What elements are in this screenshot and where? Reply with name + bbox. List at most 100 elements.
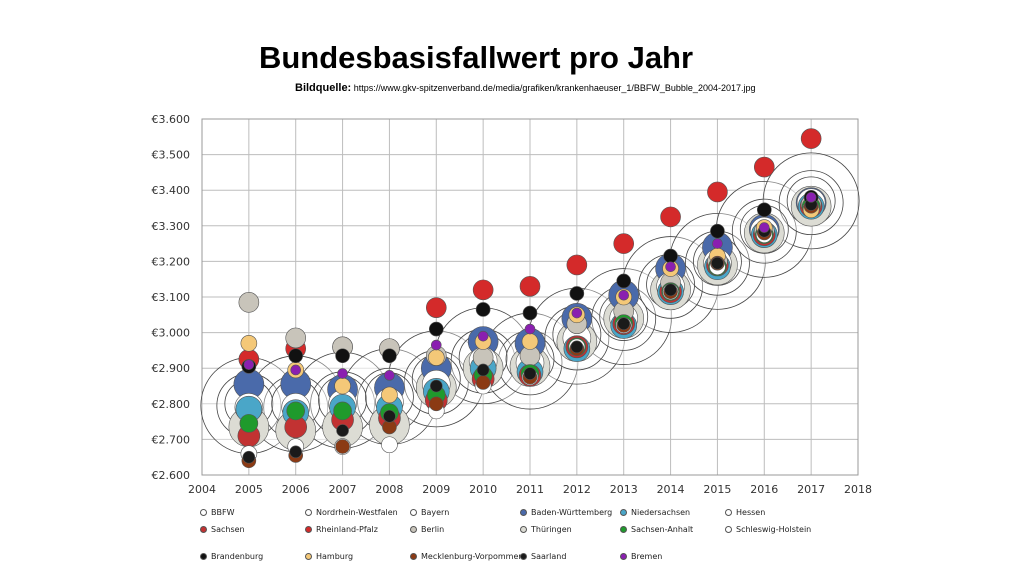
bubble-saarland xyxy=(383,409,396,423)
legend-label: BBFW xyxy=(211,508,235,517)
y-tick-label: €2.900 xyxy=(152,362,191,375)
bubble-chart: 2004 2005 2006 2007 2008 2009 2010 2011 2012 2013… xyxy=(152,113,873,496)
legend-label: Berlin xyxy=(421,525,445,534)
legend-item: Hessen xyxy=(725,508,765,517)
bubble-rheinland-pfalz xyxy=(613,233,635,254)
bubble-brandenburg xyxy=(475,302,491,317)
y-tick-label: €2.800 xyxy=(152,398,191,411)
x-tick-label: 2008 xyxy=(375,483,403,496)
bubble-sachsen-anhalt xyxy=(286,401,306,421)
bubble-brandenburg xyxy=(382,348,397,364)
bubble-mecklenburg-vorpommern xyxy=(335,439,350,454)
bubble-saarland xyxy=(289,445,303,459)
legend-swatch xyxy=(725,526,732,533)
legend-item: Schleswig-Holstein xyxy=(725,525,811,534)
x-tick-label: 2015 xyxy=(703,483,731,496)
y-tick-label: €2.600 xyxy=(152,469,191,482)
bubble-rheinland-pfalz xyxy=(753,156,775,178)
legend-item: BBFW xyxy=(200,508,235,517)
bubble-brandenburg xyxy=(663,248,678,264)
bubble-mecklenburg-vorpommern xyxy=(475,375,491,390)
bubble-brandenburg xyxy=(616,273,632,289)
y-tick-label: €3.300 xyxy=(152,220,191,233)
bubble-bremen xyxy=(430,339,442,351)
bubble-sachsen-anhalt xyxy=(333,401,352,421)
bubble-bremen xyxy=(384,370,395,381)
legend-swatch xyxy=(620,553,627,560)
chart-title: Bundesbasisfallwert pro Jahr xyxy=(258,40,694,75)
bubble-bremen xyxy=(290,364,302,376)
legend-label: Thüringen xyxy=(531,525,572,534)
x-tick-label: 2012 xyxy=(563,483,591,496)
legend-swatch xyxy=(520,553,527,560)
legend-item: Nordrhein-Westfalen xyxy=(305,508,398,517)
legend-swatch xyxy=(620,509,627,516)
legend-swatch xyxy=(200,526,207,533)
bubble-bremen xyxy=(618,289,630,301)
bubble-saarland xyxy=(242,450,256,464)
legend-label: Schleswig-Holstein xyxy=(736,525,812,534)
legend-swatch xyxy=(305,526,312,533)
legend-item: Bremen xyxy=(620,552,662,561)
bubble-brandenburg xyxy=(710,223,725,239)
legend-item: Hamburg xyxy=(305,552,353,561)
legend-label: Hamburg xyxy=(316,552,354,561)
legend-swatch xyxy=(410,509,417,516)
x-tick-label: 2018 xyxy=(844,483,872,496)
bubble-schleswig-holstein xyxy=(381,436,398,454)
legend-item: Sachsen xyxy=(200,525,245,534)
x-tick-label: 2007 xyxy=(329,483,357,496)
image-source: Bildquelle: https://www.gkv-spitzenverba… xyxy=(295,82,756,94)
bubble-brandenburg xyxy=(522,305,538,321)
y-tick-label: €3.200 xyxy=(152,255,191,268)
bubble-hamburg xyxy=(240,334,258,352)
bubble-bremen xyxy=(805,192,817,203)
x-tick-label: 2006 xyxy=(282,483,310,496)
legend-item: Saarland xyxy=(520,552,566,561)
bubble-hamburg xyxy=(521,333,539,350)
plot-border xyxy=(201,118,859,476)
bubble-rheinland-pfalz xyxy=(566,254,588,276)
bubble-bremen xyxy=(524,323,536,335)
bubble-bremen xyxy=(243,359,255,370)
legend-swatch xyxy=(305,553,312,560)
x-tick-label: 2010 xyxy=(469,483,497,496)
bubble-brandenburg xyxy=(288,348,304,364)
bubble-sachsen-anhalt xyxy=(239,414,259,433)
x-tick-label: 2017 xyxy=(797,483,825,496)
legend-label: Saarland xyxy=(531,552,567,561)
legend-item: Rheinland-Pfalz xyxy=(305,525,378,534)
bubble-bremen xyxy=(758,222,770,233)
y-tick-label: €3.600 xyxy=(152,113,191,126)
bubble-bremen xyxy=(337,368,348,379)
y-tick-label: €3.100 xyxy=(152,291,191,304)
bubble-rheinland-pfalz xyxy=(472,279,494,301)
bubble-saarland xyxy=(336,424,349,437)
x-tick-label: 2005 xyxy=(235,483,263,496)
x-tick-label: 2016 xyxy=(750,483,778,496)
legend-label: Mecklenburg-Vorpommern xyxy=(421,552,527,561)
bubble-brandenburg xyxy=(756,202,772,218)
legend-label: Sachsen xyxy=(211,525,245,534)
legend-label: Rheinland-Pfalz xyxy=(316,525,378,534)
bubble-brandenburg xyxy=(335,348,350,364)
bubble-rheinland-pfalz xyxy=(519,276,541,297)
legend-swatch xyxy=(305,509,312,516)
source-url: https://www.gkv-spitzenverband.de/media/… xyxy=(353,83,756,93)
legend-label: Brandenburg xyxy=(211,552,264,561)
legend-label: Niedersachsen xyxy=(631,508,691,517)
bubble-rheinland-pfalz xyxy=(800,128,822,149)
y-tick-label: €3.000 xyxy=(152,327,191,340)
legend-swatch xyxy=(620,526,627,533)
x-tick-label: 2014 xyxy=(657,483,685,496)
legend-label: Sachsen-Anhalt xyxy=(631,525,694,534)
legend-swatch xyxy=(410,553,417,560)
legend-item: Thüringen xyxy=(520,525,572,534)
chart-legend: BBFW Nordrhein-Westfalen Bayern Baden-Württ… xyxy=(200,500,840,570)
bubble-hamburg xyxy=(334,377,351,395)
bubble-brandenburg xyxy=(428,321,444,337)
legend-label: Bayern xyxy=(421,508,450,517)
y-tick-label: €3.500 xyxy=(152,149,191,162)
legend-swatch xyxy=(200,553,207,560)
legend-item: Niedersachsen xyxy=(620,508,690,517)
